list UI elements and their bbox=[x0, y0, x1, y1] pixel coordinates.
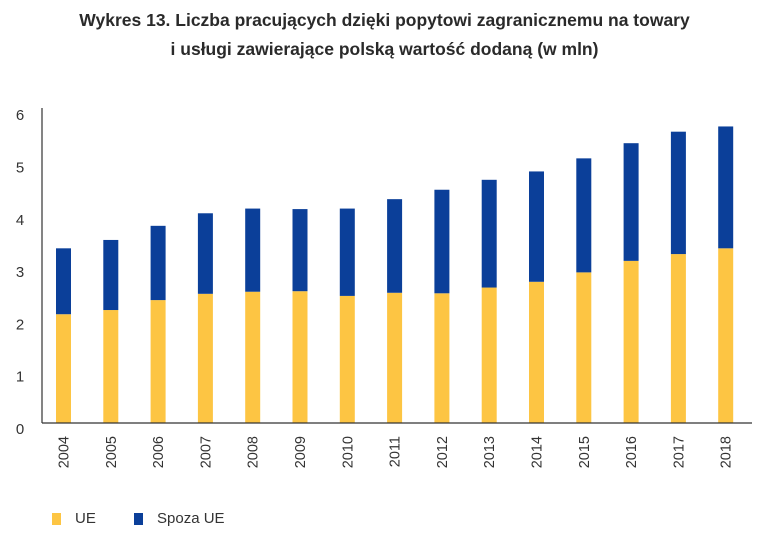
bar-spoza-ue-2016 bbox=[623, 143, 639, 261]
bar-ue-2012 bbox=[434, 293, 450, 423]
legend-swatch-ue bbox=[52, 512, 61, 525]
y-tick-label: 3 bbox=[16, 264, 24, 281]
bar-spoza-ue-2009 bbox=[292, 209, 308, 292]
bar-ue-2015 bbox=[576, 272, 592, 423]
legend-item-spoza-ue: Spoza UE bbox=[134, 510, 225, 527]
bar-ue-2016 bbox=[623, 260, 639, 423]
y-tick-label: 2 bbox=[16, 316, 24, 333]
y-tick-label: 1 bbox=[16, 369, 24, 386]
bar-spoza-ue-2005 bbox=[103, 239, 119, 311]
x-tick-label: 2010 bbox=[340, 436, 356, 468]
bar-spoza-ue-2012 bbox=[434, 189, 450, 294]
x-tick-label: 2007 bbox=[198, 436, 214, 468]
x-tick-label: 2013 bbox=[482, 436, 498, 468]
bar-spoza-ue-2006 bbox=[150, 225, 166, 301]
bar-ue-2009 bbox=[292, 291, 308, 423]
bar-spoza-ue-2008 bbox=[245, 208, 261, 292]
bar-spoza-ue-2013 bbox=[481, 179, 497, 288]
bar-ue-2006 bbox=[150, 300, 166, 423]
legend-swatch-spoza-ue bbox=[134, 512, 143, 525]
legend-label-spoza-ue: Spoza UE bbox=[157, 510, 225, 527]
bar-spoza-ue-2017 bbox=[670, 131, 686, 255]
x-tick-label: 2012 bbox=[435, 436, 451, 468]
bar-spoza-ue-2011 bbox=[387, 199, 403, 293]
bar-ue-2018 bbox=[718, 248, 734, 423]
x-tick-label: 2008 bbox=[246, 436, 262, 468]
y-tick-label: 6 bbox=[16, 107, 24, 124]
bar-ue-2007 bbox=[197, 293, 213, 423]
bar-spoza-ue-2007 bbox=[197, 213, 213, 294]
x-tick-label: 2005 bbox=[104, 436, 120, 468]
bar-spoza-ue-2014 bbox=[529, 171, 544, 282]
x-tick-label: 2018 bbox=[719, 436, 735, 468]
bar-spoza-ue-2018 bbox=[718, 126, 734, 249]
y-tick-label: 0 bbox=[16, 421, 24, 438]
bar-ue-2010 bbox=[339, 295, 355, 423]
y-tick-label: 4 bbox=[16, 212, 24, 229]
bar-ue-2013 bbox=[481, 287, 497, 423]
x-tick-label: 2017 bbox=[671, 436, 687, 468]
chart-title: Wykres 13. Liczba pracujących dzięki pop… bbox=[0, 6, 769, 64]
bar-ue-2005 bbox=[103, 310, 119, 423]
bar-ue-2004 bbox=[56, 314, 71, 423]
x-tick-label: 2004 bbox=[57, 436, 73, 468]
legend-item-ue: UE bbox=[52, 510, 96, 527]
bar-spoza-ue-2010 bbox=[339, 208, 355, 296]
chart-title-line2: i usługi zawierające polską wartość doda… bbox=[170, 39, 599, 59]
y-tick-label: 5 bbox=[16, 160, 24, 177]
x-tick-label: 2011 bbox=[388, 436, 404, 467]
x-tick-label: 2015 bbox=[577, 436, 593, 468]
legend-label-ue: UE bbox=[75, 510, 96, 527]
x-tick-label: 2014 bbox=[530, 436, 546, 468]
x-tick-label: 2009 bbox=[293, 436, 309, 468]
x-tick-label: 2006 bbox=[151, 436, 167, 468]
bar-ue-2011 bbox=[387, 292, 403, 423]
bar-spoza-ue-2004 bbox=[56, 248, 71, 315]
bar-ue-2008 bbox=[245, 291, 261, 423]
chart-title-line1: Wykres 13. Liczba pracujących dzięki pop… bbox=[79, 10, 690, 30]
bar-ue-2017 bbox=[670, 254, 686, 423]
x-tick-label: 2016 bbox=[624, 436, 640, 468]
bar-ue-2014 bbox=[529, 281, 544, 423]
bar-spoza-ue-2015 bbox=[576, 158, 592, 273]
